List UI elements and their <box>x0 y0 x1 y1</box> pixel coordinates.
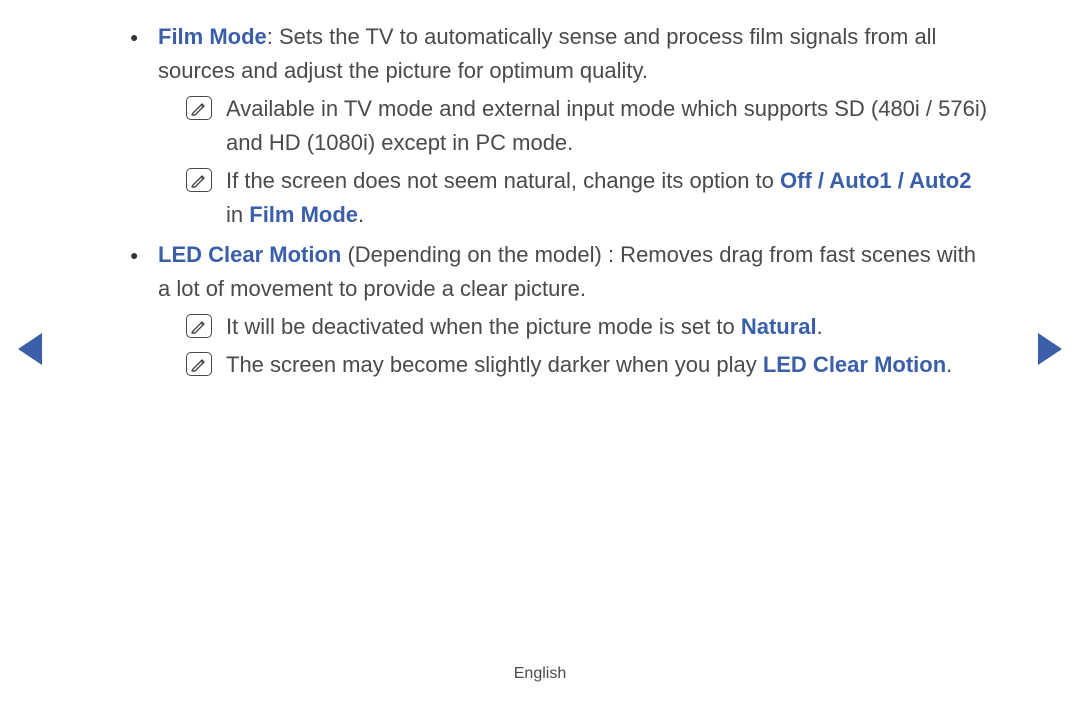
feature-item: LED Clear Motion (Depending on the model… <box>130 238 990 382</box>
next-page-arrow[interactable] <box>1038 333 1062 365</box>
note-text: . <box>946 352 952 377</box>
highlight-text: Film Mode <box>249 202 358 227</box>
note-item: It will be deactivated when the picture … <box>186 310 990 344</box>
note-text: The screen may become slightly darker wh… <box>226 352 763 377</box>
content-area: Film Mode: Sets the TV to automatically … <box>130 20 990 382</box>
feature-description: LED Clear Motion (Depending on the model… <box>158 238 990 306</box>
feature-term: LED Clear Motion <box>158 242 341 267</box>
note-list: It will be deactivated when the picture … <box>186 310 990 382</box>
note-text: It will be deactivated when the picture … <box>226 314 741 339</box>
feature-list: Film Mode: Sets the TV to automatically … <box>130 20 990 382</box>
note-text: in <box>226 202 249 227</box>
note-text: Available in TV mode and external input … <box>226 96 987 155</box>
highlight-text: Off / Auto1 / Auto2 <box>780 168 971 193</box>
note-text: If the screen does not seem natural, cha… <box>226 168 780 193</box>
note-icon <box>186 314 212 338</box>
note-item: Available in TV mode and external input … <box>186 92 990 160</box>
note-text: . <box>358 202 364 227</box>
note-icon <box>186 352 212 376</box>
prev-page-arrow[interactable] <box>18 333 42 365</box>
feature-item: Film Mode: Sets the TV to automatically … <box>130 20 990 232</box>
note-text: . <box>817 314 823 339</box>
manual-page: Film Mode: Sets the TV to automatically … <box>0 0 1080 705</box>
note-icon <box>186 96 212 120</box>
page-language-footer: English <box>0 665 1080 683</box>
feature-term: Film Mode <box>158 24 267 49</box>
highlight-text: LED Clear Motion <box>763 352 946 377</box>
note-list: Available in TV mode and external input … <box>186 92 990 232</box>
note-item: The screen may become slightly darker wh… <box>186 348 990 382</box>
highlight-text: Natural <box>741 314 817 339</box>
note-item: If the screen does not seem natural, cha… <box>186 164 990 232</box>
feature-description: Film Mode: Sets the TV to automatically … <box>158 20 990 88</box>
feature-qualifier: (Depending on the model) <box>341 242 602 267</box>
note-icon <box>186 168 212 192</box>
feature-text: : Sets the TV to automatically sense and… <box>158 24 936 83</box>
